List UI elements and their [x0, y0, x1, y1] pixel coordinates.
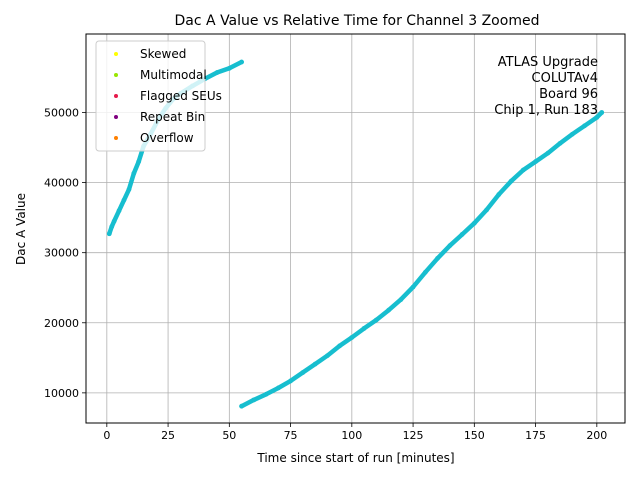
x-ticks: 0 25 50 75 100 125 150 175 200 — [103, 423, 607, 442]
legend-label: Multimodal — [140, 68, 207, 82]
x-tick-label: 0 — [103, 429, 110, 442]
y-ticks: 10000 20000 30000 40000 50000 — [44, 107, 86, 400]
data-point — [121, 197, 127, 203]
data-point — [288, 378, 293, 384]
data-point — [410, 284, 416, 290]
data-point — [214, 70, 220, 75]
data-point — [111, 218, 117, 224]
x-tick-label: 75 — [284, 429, 298, 442]
data-point — [226, 65, 232, 71]
x-tick-label: 50 — [222, 429, 236, 442]
data-point — [136, 159, 142, 164]
data-point — [131, 171, 137, 176]
legend-marker — [114, 94, 118, 98]
data-point — [373, 317, 379, 323]
data-point — [109, 224, 115, 230]
grid-lines — [86, 34, 625, 423]
x-tick-label: 200 — [586, 429, 607, 442]
data-point — [422, 269, 428, 275]
data-point — [275, 385, 281, 391]
data-point — [508, 178, 514, 184]
data-point — [361, 325, 367, 331]
data-point — [459, 232, 465, 237]
data-point — [349, 335, 355, 340]
data-point — [569, 131, 575, 137]
data-point — [447, 243, 453, 249]
data-point — [398, 297, 404, 303]
data-point — [533, 159, 538, 164]
annotation-line: Board 96 — [539, 87, 598, 102]
data-point — [116, 208, 122, 214]
data-point — [471, 220, 477, 226]
y-tick-label: 30000 — [44, 247, 79, 260]
data-point — [324, 353, 330, 359]
legend-label: Flagged SEUs — [140, 89, 222, 103]
legend-marker — [114, 115, 118, 119]
data-point — [337, 343, 342, 349]
y-tick-label: 10000 — [44, 387, 79, 400]
data-point — [300, 370, 306, 375]
data-point — [557, 140, 563, 146]
legend-label: Skewed — [140, 47, 186, 61]
data-point — [520, 167, 526, 173]
data-point — [545, 150, 551, 156]
annotation-line: Chip 1, Run 183 — [494, 103, 598, 118]
data-point — [126, 187, 132, 193]
data-point — [239, 403, 244, 409]
x-tick-label: 125 — [403, 429, 424, 442]
y-tick-label: 50000 — [44, 107, 79, 120]
plot-frame — [85, 33, 626, 424]
data-point — [263, 391, 269, 397]
x-tick-label: 100 — [341, 429, 362, 442]
data-point — [239, 59, 244, 65]
legend-marker — [114, 52, 118, 56]
legend-marker — [114, 136, 118, 140]
data-point — [594, 115, 600, 120]
data-point — [484, 207, 489, 213]
data-point — [582, 123, 587, 129]
x-axis-label: Time since start of run [minutes] — [256, 451, 454, 465]
chart-title: Dac A Value vs Relative Time for Channel… — [175, 13, 540, 29]
x-tick-label: 150 — [464, 429, 485, 442]
data-point — [386, 307, 391, 313]
legend-label: Repeat Bin — [140, 110, 205, 124]
data-point — [251, 397, 257, 403]
data-point — [435, 255, 440, 261]
data-point — [106, 231, 112, 237]
legend-label: Overflow — [140, 131, 194, 145]
legend: Skewed Multimodal Flagged SEUs Repeat Bin Ov… — [95, 40, 222, 152]
data-point — [496, 192, 502, 197]
legend-marker — [114, 73, 118, 77]
annotation-line: ATLAS Upgrade — [498, 55, 598, 70]
y-axis-label: Dac A Value — [14, 193, 28, 265]
y-tick-label: 40000 — [44, 177, 79, 190]
x-tick-label: 175 — [525, 429, 546, 442]
annotation-line: COLUTAv4 — [532, 71, 598, 86]
data-point — [312, 361, 318, 367]
series-band — [239, 110, 604, 409]
data-point — [599, 110, 605, 115]
legend-frame — [95, 40, 206, 152]
x-tick-label: 25 — [161, 429, 175, 442]
y-tick-label: 20000 — [44, 317, 79, 330]
